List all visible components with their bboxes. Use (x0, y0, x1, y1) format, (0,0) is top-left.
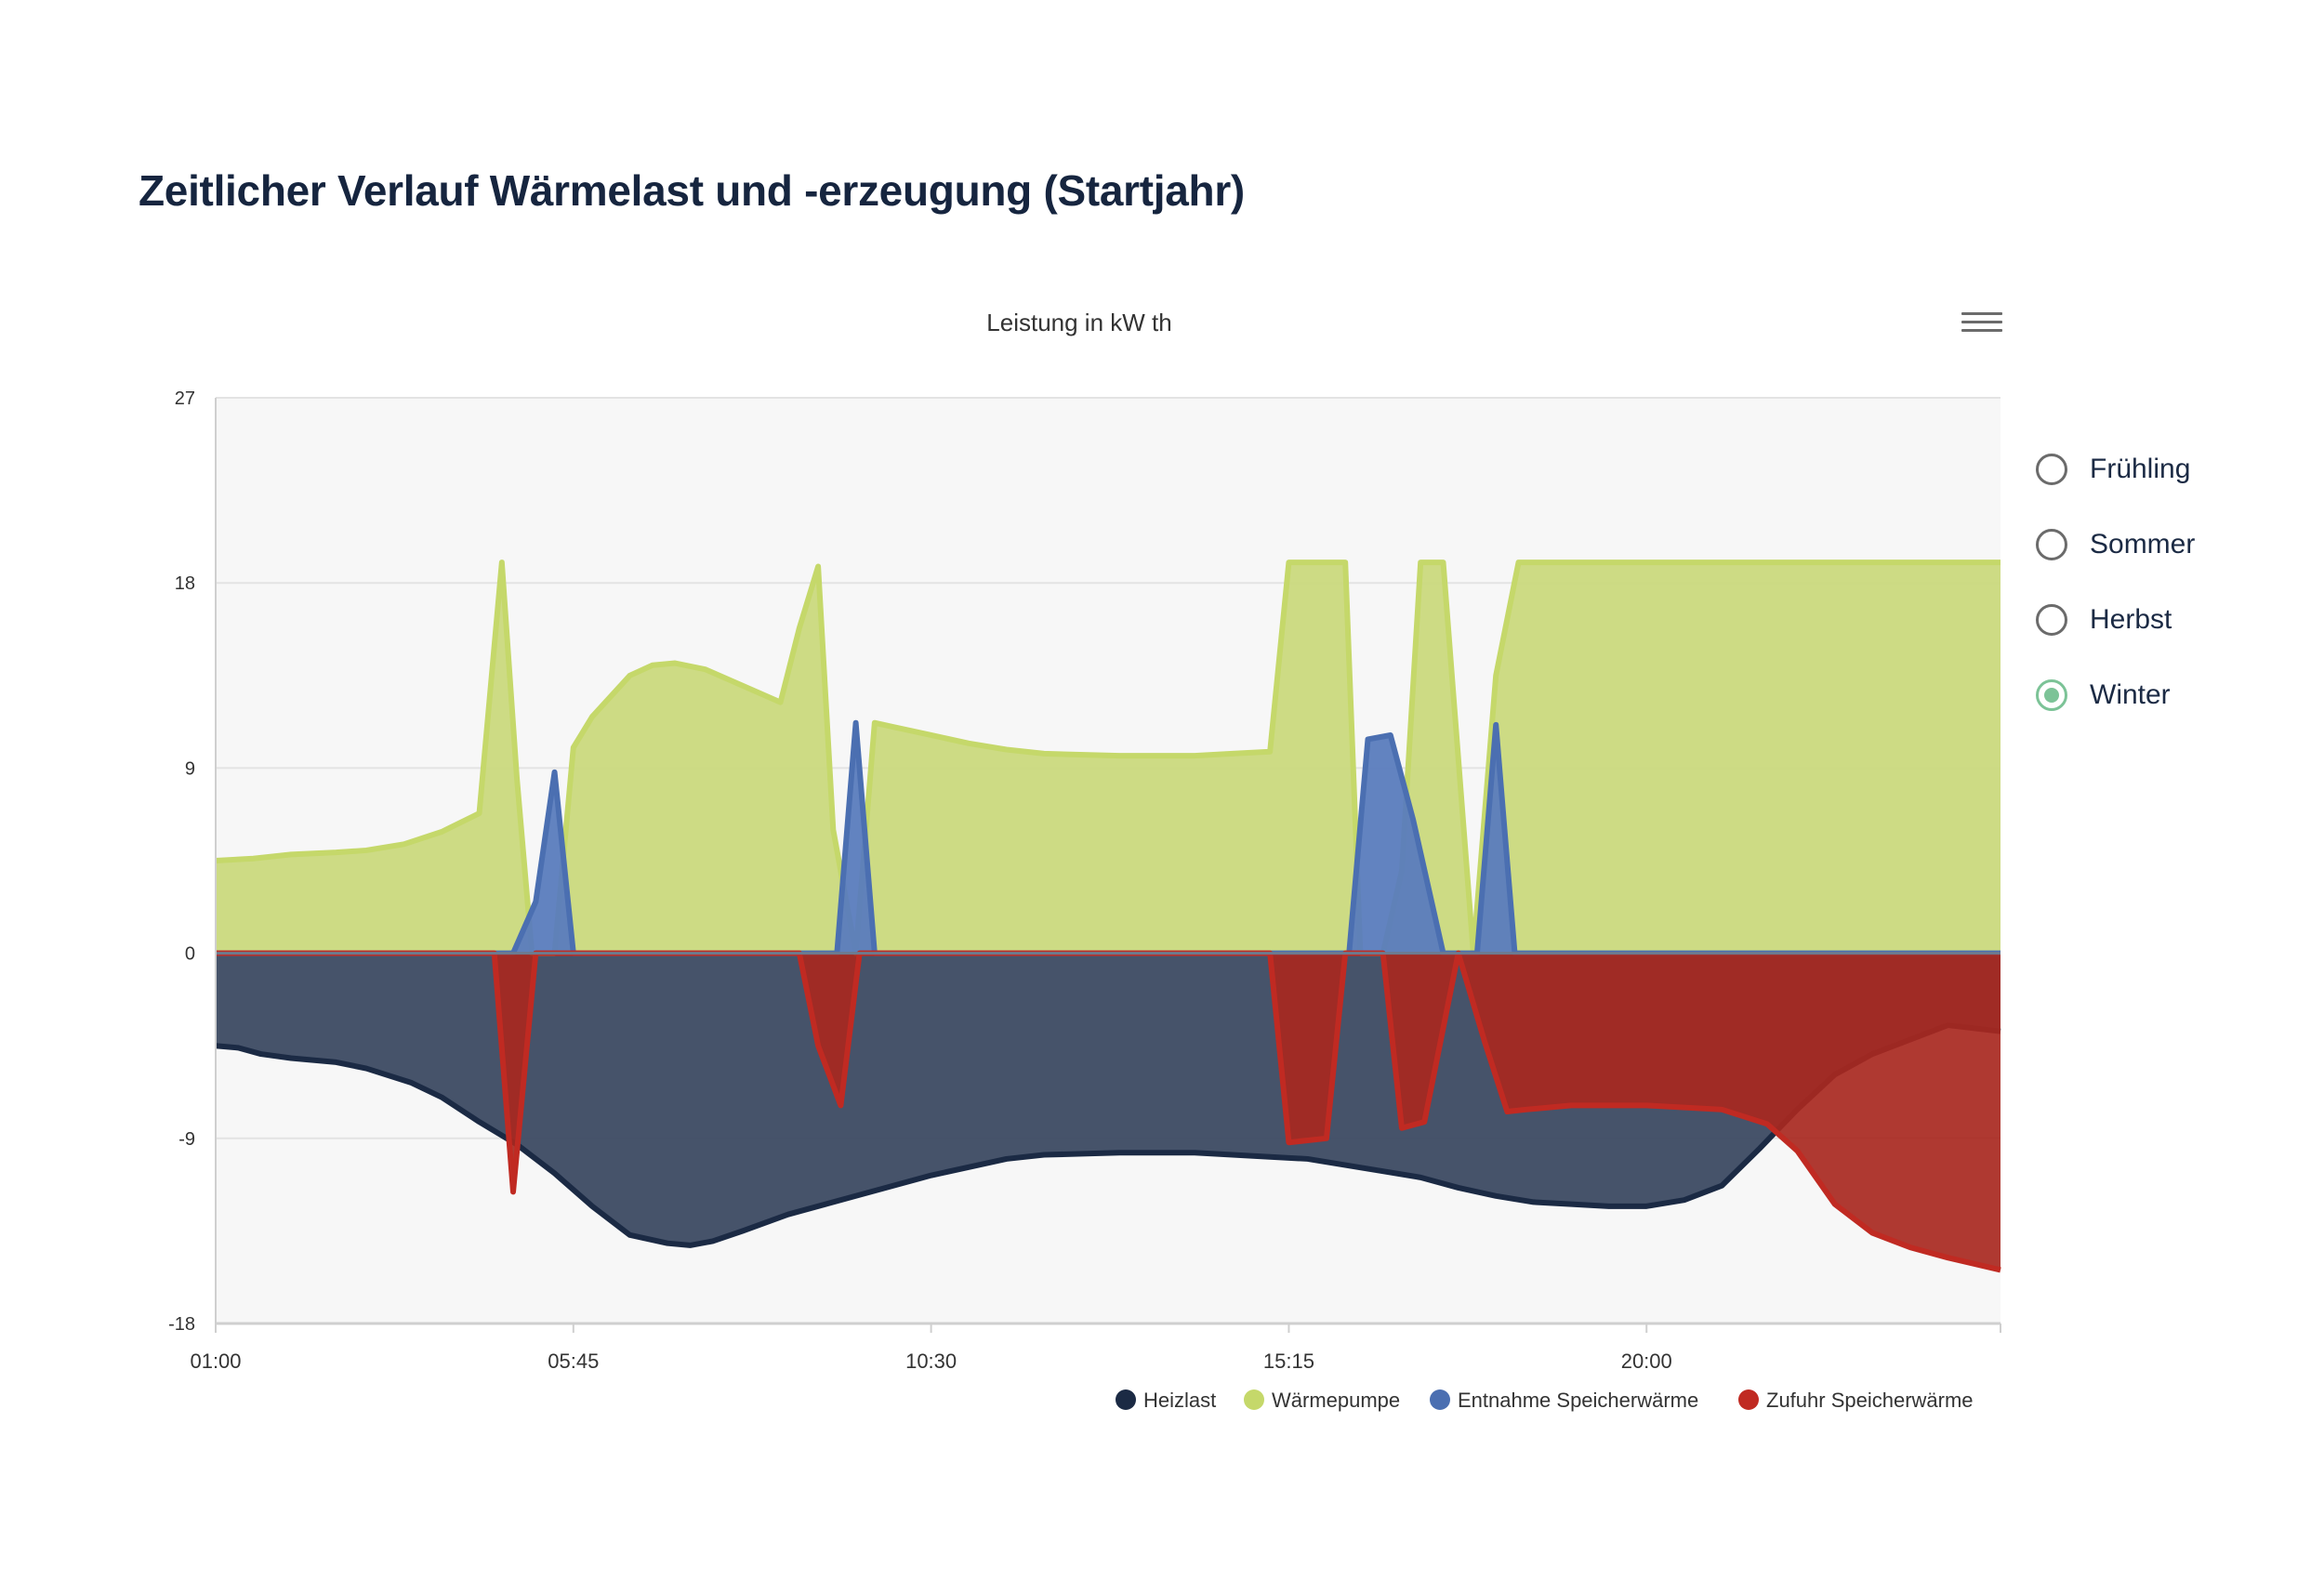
legend-label: Zufuhr Speicherwärme (1766, 1389, 1974, 1412)
hamburger-menu-icon (1961, 320, 2002, 323)
x-tick-label: 20:00 (1621, 1350, 1672, 1373)
y-tick-label: 9 (185, 758, 195, 779)
radio-button-icon[interactable] (2036, 454, 2067, 485)
series-areas (215, 560, 2001, 1273)
x-tick-label: 10:30 (905, 1350, 957, 1373)
y-tick-label: 0 (185, 944, 195, 965)
legend-item[interactable]: Wärmepumpe (1244, 1389, 1400, 1412)
series-area-3 (216, 953, 2000, 1271)
chart-menu-button[interactable] (1961, 303, 2002, 340)
legend-label: Wärmepumpe (1272, 1389, 1400, 1412)
legend-marker-icon (1244, 1389, 1264, 1410)
legend-label: Heizlast (1143, 1389, 1216, 1412)
page-title: Zeitlicher Verlauf Wärmelast und -erzeug… (139, 166, 1245, 215)
season-option-sommer[interactable]: Sommer (2036, 526, 2195, 563)
season-label: Frühling (2090, 454, 2191, 484)
radio-button-icon[interactable] (2036, 529, 2067, 560)
season-option-winter[interactable]: Winter (2036, 677, 2195, 714)
x-tick-label: 05:45 (548, 1350, 599, 1373)
legend-item[interactable]: Entnahme Speicherwärme (1430, 1389, 1698, 1412)
season-selector: Frühling Sommer Herbst Winter (2036, 451, 2195, 752)
x-tick-label: 15:15 (1263, 1350, 1314, 1373)
season-label: Sommer (2090, 529, 2196, 560)
y-tick-label: 18 (175, 573, 195, 594)
chart-title: Leistung in kW th (986, 309, 1171, 336)
x-tick-label: 01:00 (190, 1350, 241, 1373)
hamburger-menu-icon (1961, 328, 2002, 332)
season-option-fruehling[interactable]: Frühling (2036, 451, 2195, 488)
series-line-1 (215, 560, 2000, 956)
hamburger-menu-icon (1961, 311, 2002, 315)
legend-marker-icon (1430, 1389, 1450, 1410)
radio-dot-icon (2044, 688, 2059, 703)
legend-marker-icon (1116, 1389, 1136, 1410)
chart-legend: Heizlast Wärmepumpe Entnahme Speicherwärme… (1116, 1389, 1974, 1412)
season-option-herbst[interactable]: Herbst (2036, 601, 2195, 639)
legend-item[interactable]: Heizlast (1116, 1389, 1216, 1412)
legend-label: Entnahme Speicherwärme (1458, 1389, 1698, 1412)
radio-button-icon[interactable] (2036, 604, 2067, 636)
legend-item[interactable]: Zufuhr Speicherwärme (1738, 1389, 1974, 1412)
season-label: Herbst (2090, 604, 2172, 635)
radio-button-selected-icon[interactable] (2036, 679, 2067, 711)
legend-marker-icon (1738, 1389, 1759, 1410)
y-tick-label: -9 (178, 1129, 195, 1150)
series-line-3 (216, 950, 2001, 1273)
y-tick-label: -18 (168, 1314, 195, 1335)
y-tick-label: 27 (175, 388, 195, 409)
season-label: Winter (2090, 679, 2171, 710)
series-line-0 (215, 1022, 2001, 1248)
axes: 27 18 9 0 -9 -18 01:00 05:45 10:30 15:15 20:00 (168, 388, 2001, 1373)
